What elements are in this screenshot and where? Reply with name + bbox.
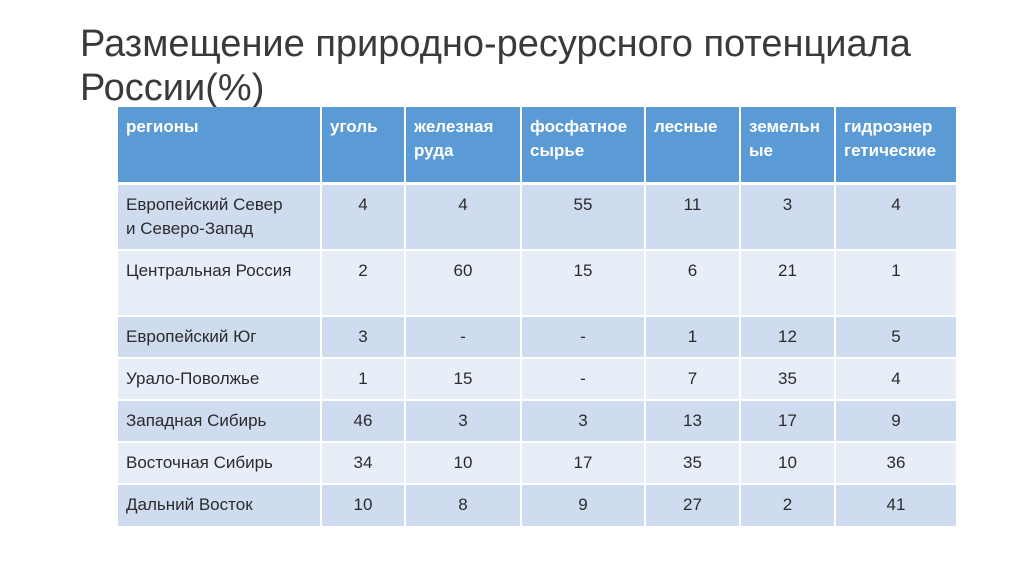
value-cell: 15	[521, 248, 646, 316]
value-cell: 60	[405, 248, 522, 316]
value-cell: 1	[835, 248, 956, 316]
value-cell: 2	[740, 482, 836, 526]
column-header: земельн ые	[740, 107, 836, 185]
column-header: железная руда	[405, 107, 522, 185]
value-cell: 5	[835, 314, 956, 358]
value-cell: 10	[321, 482, 406, 526]
column-header: уголь	[321, 107, 406, 185]
value-cell: 41	[835, 482, 956, 526]
value-cell: 21	[740, 248, 836, 316]
value-cell: 34	[321, 440, 406, 484]
column-header: фосфатное сырье	[521, 107, 646, 185]
value-cell: 3	[405, 398, 522, 442]
value-cell: 4	[321, 182, 406, 250]
value-cell: 7	[645, 356, 741, 400]
value-cell: 12	[740, 314, 836, 358]
value-cell: 2	[321, 248, 406, 316]
table-row: Центральная Россия 2 60 15 6 21 1	[118, 248, 956, 316]
value-cell: 27	[645, 482, 741, 526]
region-cell: Восточная Сибирь	[118, 440, 322, 484]
value-cell: 4	[405, 182, 522, 250]
value-cell: 6	[645, 248, 741, 316]
value-cell: -	[405, 314, 522, 358]
resource-table: регионы уголь железная руда фосфатное сырь…	[118, 107, 956, 526]
value-cell: 4	[835, 356, 956, 400]
column-header: лесные	[645, 107, 741, 185]
value-cell: 1	[645, 314, 741, 358]
region-cell: Европейский Север и Северо-Запад	[118, 182, 322, 250]
region-cell: Западная Сибирь	[118, 398, 322, 442]
value-cell: 10	[405, 440, 522, 484]
value-cell: 17	[521, 440, 646, 484]
title-line-1: Размещение природно-ресурсного потенциал…	[80, 23, 911, 65]
value-cell: 17	[740, 398, 836, 442]
value-cell: 10	[740, 440, 836, 484]
value-cell: -	[521, 356, 646, 400]
value-cell: 35	[645, 440, 741, 484]
value-cell: 4	[835, 182, 956, 250]
column-header: регионы	[118, 107, 322, 185]
region-cell: Урало-Поволжье	[118, 356, 322, 400]
table-row: Восточная Сибирь 34 10 17 35 10 36	[118, 440, 956, 484]
column-header: гидроэнер гетические	[835, 107, 956, 185]
value-cell: 55	[521, 182, 646, 250]
table-header-row: регионы уголь железная руда фосфатное сырь…	[118, 107, 956, 185]
value-cell: 15	[405, 356, 522, 400]
page-title: Размещение природно-ресурсного потенциал…	[80, 22, 911, 110]
value-cell: 36	[835, 440, 956, 484]
value-cell: 3	[321, 314, 406, 358]
value-cell: 9	[835, 398, 956, 442]
value-cell: -	[521, 314, 646, 358]
value-cell: 9	[521, 482, 646, 526]
title-line-2: России(%)	[80, 67, 265, 109]
value-cell: 8	[405, 482, 522, 526]
table-row: Дальний Восток 10 8 9 27 2 41	[118, 482, 956, 526]
region-cell: Европейский Юг	[118, 314, 322, 358]
value-cell: 3	[740, 182, 836, 250]
value-cell: 11	[645, 182, 741, 250]
table-row: Западная Сибирь 46 3 3 13 17 9	[118, 398, 956, 442]
value-cell: 3	[521, 398, 646, 442]
value-cell: 46	[321, 398, 406, 442]
value-cell: 35	[740, 356, 836, 400]
value-cell: 1	[321, 356, 406, 400]
value-cell: 13	[645, 398, 741, 442]
table-row: Урало-Поволжье 1 15 - 7 35 4	[118, 356, 956, 400]
region-cell: Центральная Россия	[118, 248, 322, 316]
table-row: Европейский Юг 3 - - 1 12 5	[118, 314, 956, 358]
region-cell: Дальний Восток	[118, 482, 322, 526]
table-row: Европейский Север и Северо-Запад 4 4 55 1…	[118, 182, 956, 250]
